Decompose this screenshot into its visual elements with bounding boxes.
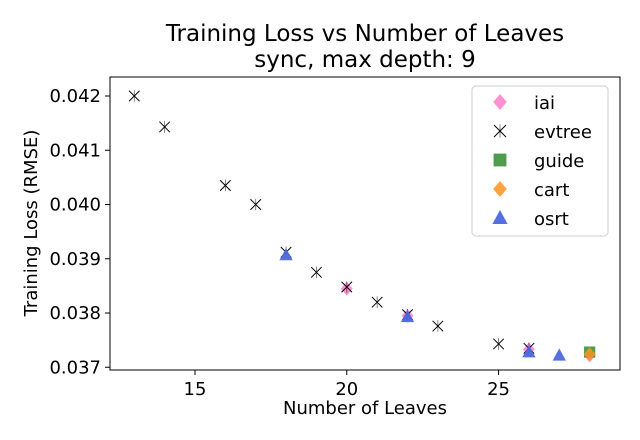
evtree-point xyxy=(250,198,262,211)
osrt-point xyxy=(279,247,293,261)
y-tick-label: 0.038 xyxy=(49,303,101,324)
y-axis-label: Training Loss (RMSE) xyxy=(21,130,42,318)
osrt-point xyxy=(400,309,415,323)
plot-marks xyxy=(128,90,596,363)
chart-subtitle: sync, max depth: 9 xyxy=(254,47,476,73)
evtree-point xyxy=(219,179,231,192)
axes: 15 20 25 0.037 0.038 0.039 0.040 0.041 0.042 xyxy=(49,86,510,400)
cart-point xyxy=(583,347,596,362)
legend-label-guide: guide xyxy=(534,151,584,172)
series-evtree xyxy=(128,90,535,355)
evtree-point xyxy=(341,281,353,293)
evtree-point xyxy=(432,320,444,332)
series-cart xyxy=(583,347,596,362)
legend-marker-osrt xyxy=(492,210,508,224)
legend-label-cart: cart xyxy=(534,180,569,201)
series-iai xyxy=(340,281,596,363)
x-tick-label: 20 xyxy=(335,379,358,400)
y-tick-label: 0.039 xyxy=(49,249,101,270)
legend-marker-cart xyxy=(493,181,507,197)
osrt-point xyxy=(522,345,536,358)
legend-label-evtree: evtree xyxy=(534,122,592,143)
evtree-point xyxy=(492,338,505,350)
evtree-point xyxy=(310,266,323,279)
legend-marker-iai xyxy=(493,94,507,110)
legend-label-iai: iai xyxy=(534,93,555,114)
osrt-point xyxy=(552,348,566,361)
y-tick-label: 0.041 xyxy=(49,140,101,161)
legend-box xyxy=(471,85,609,237)
plot-frame xyxy=(109,76,621,371)
x-tick-label: 15 xyxy=(184,379,207,400)
x-tick-label: 25 xyxy=(487,379,510,400)
chart-title: Training Loss vs Number of Leaves xyxy=(165,21,564,47)
legend-marker-guide xyxy=(493,153,507,167)
evtree-point xyxy=(159,121,171,133)
legend-marker-evtree xyxy=(493,124,507,138)
y-tick-label: 0.042 xyxy=(49,86,101,107)
x-axis-label: Number of Leaves xyxy=(283,398,447,419)
evtree-point xyxy=(371,296,383,308)
legend-label-osrt: osrt xyxy=(534,209,569,230)
y-tick-label: 0.040 xyxy=(49,195,101,216)
series-osrt xyxy=(279,247,566,361)
evtree-point xyxy=(128,90,140,102)
legend: iai evtree guide cart osrt xyxy=(471,85,609,237)
y-tick-label: 0.037 xyxy=(49,357,101,378)
